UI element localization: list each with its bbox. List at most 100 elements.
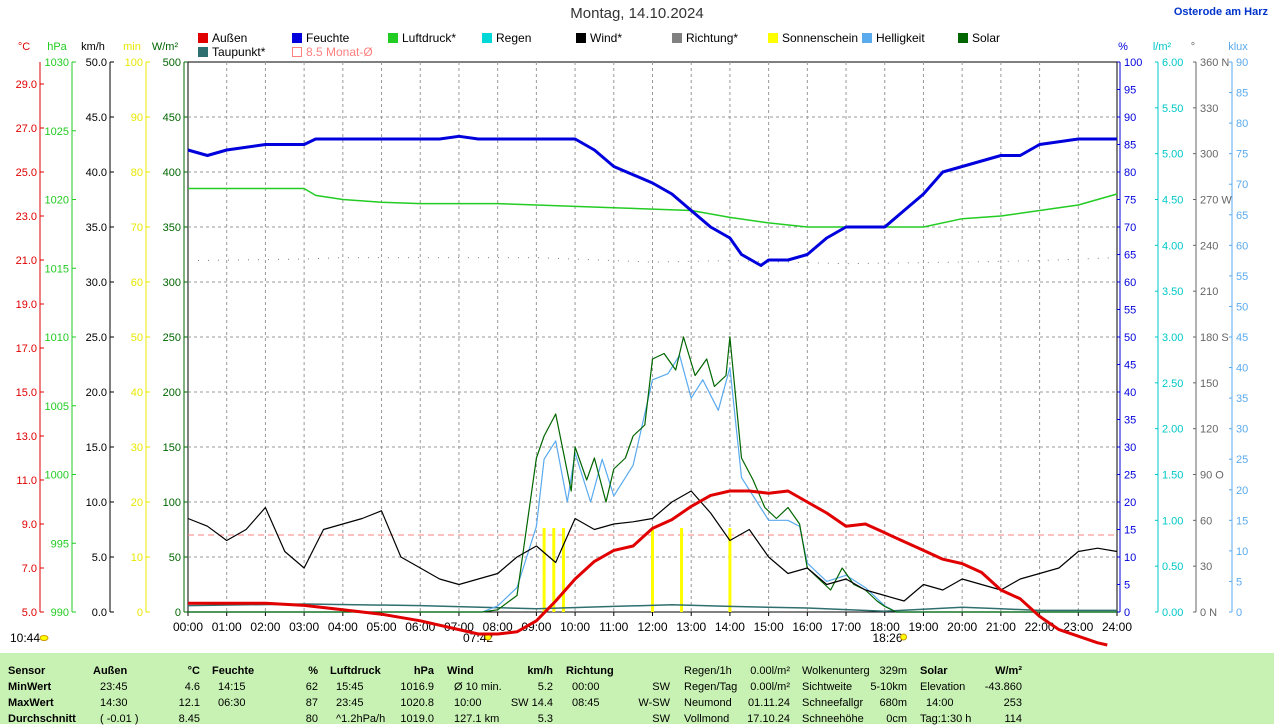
stats-cell: 8.45 — [178, 713, 200, 725]
x-tick-label: 15:00 — [754, 620, 784, 634]
legend-swatch — [198, 33, 208, 43]
legend-swatch — [576, 33, 586, 43]
legend-item[interactable]: 8.5 Monat-Ø — [292, 45, 373, 59]
x-tick-label: 23:00 — [1063, 620, 1093, 634]
axis-tick-label: 50 — [1124, 332, 1136, 344]
stats-extra-label: Regen/Tag — [684, 681, 738, 693]
legend-item[interactable]: Wind* — [576, 31, 622, 45]
x-tick-label: 17:00 — [831, 620, 861, 634]
axis-unit-label: km/h — [81, 41, 105, 53]
axis-tick-label: 500 — [163, 57, 181, 69]
legend-item[interactable]: Taupunkt* — [198, 45, 265, 59]
axis-tick-label: 10.0 — [86, 497, 107, 509]
axis-tick-label: 80 — [131, 167, 143, 179]
axis-tick-label: 1005 — [45, 401, 69, 413]
axis-tick-label: 85 — [1124, 140, 1136, 152]
axis-tick-label: 40 — [1124, 387, 1136, 399]
axis-tick-label: 35.0 — [86, 222, 107, 234]
x-tick-label: 05:00 — [367, 620, 397, 634]
stats-cell: 5.3 — [537, 713, 553, 725]
axis-tick-label: 1.00 — [1162, 515, 1183, 527]
stats-cell: 15:45 — [336, 681, 364, 693]
axis-tick-label: 1015 — [45, 263, 69, 275]
x-tick-label: 21:00 — [986, 620, 1016, 634]
axis-tick-label: 0 — [1124, 607, 1130, 619]
axis-tick-label: 400 — [163, 167, 181, 179]
legend-item[interactable]: Feuchte — [292, 31, 349, 45]
stats-extra-label: Sichtweite — [802, 681, 853, 693]
sunshine-bar — [651, 528, 654, 612]
x-tick-label: 19:00 — [908, 620, 938, 634]
stats-cell: W-SW — [638, 697, 670, 709]
stats-cell: 14:30 — [100, 697, 128, 709]
legend-item[interactable]: Luftdruck* — [388, 31, 456, 45]
stats-cell: 1019.0 — [400, 713, 434, 725]
sunshine-bar — [542, 528, 546, 612]
stats-extra-label: Neumond — [684, 697, 732, 709]
axis-tick-label: 15 — [1236, 515, 1248, 527]
axis-tick-label: 55 — [1124, 305, 1136, 317]
chart-title: Montag, 14.10.2024 — [570, 5, 704, 22]
stats-header-unit: °C — [187, 665, 200, 677]
axis-tick-label: 9.0 — [22, 519, 37, 531]
axis-tick-label: 35 — [1236, 393, 1248, 405]
axis-tick-label: 100 — [1124, 57, 1142, 69]
stats-header: Feuchte — [212, 665, 255, 677]
axis-tick-label: 5.00 — [1162, 149, 1183, 161]
axis-tick-label: 70 — [1236, 179, 1248, 191]
legend-swatch — [388, 33, 398, 43]
axis-tick-label: 90 — [1236, 57, 1248, 69]
legend-item[interactable]: Richtung* — [672, 31, 738, 45]
series-line-feuchte — [187, 134, 1117, 267]
stats-extra-value: 0.00l/m² — [750, 665, 790, 677]
stats-header: Sensor — [8, 665, 46, 677]
axis-tick-label: 30 — [131, 442, 143, 454]
cloud-sun-icon — [39, 635, 49, 641]
axis-tick-label: 40 — [131, 387, 143, 399]
stats-header-unit: W/m² — [995, 665, 1022, 677]
legend-item[interactable]: Regen — [482, 31, 531, 45]
axis-tick-label: 35 — [1124, 415, 1136, 427]
x-tick-label: 14:00 — [715, 620, 745, 634]
stats-cell: SW — [652, 681, 670, 693]
legend-item[interactable]: Solar — [958, 31, 1000, 45]
axis-tick-label: 45 — [1236, 332, 1248, 344]
axis-tick-label: 75 — [1236, 149, 1248, 161]
axis-tick-label: 25 — [1124, 470, 1136, 482]
stats-cell: 80 — [305, 713, 318, 725]
legend-label: Regen — [496, 31, 532, 45]
stats-header: Richtung — [566, 665, 614, 677]
legend-swatch — [862, 33, 872, 43]
axis-unit-label: l/m² — [1153, 41, 1172, 53]
axis-tick-label: 5 — [1236, 576, 1242, 588]
stats-cell: SW — [652, 713, 670, 725]
station-name[interactable]: Osterode am Harz — [1173, 6, 1268, 18]
axis-unit-label: °C — [18, 41, 30, 53]
axis-tick-label: 7.0 — [22, 563, 37, 575]
stats-extra-value: 5-10km — [870, 681, 907, 693]
stats-cell: 14:15 — [218, 681, 246, 693]
axis-tick-label: 5.50 — [1162, 103, 1183, 115]
legend-item[interactable]: Außen — [198, 31, 247, 45]
legend-label: Sonnenschein — [782, 31, 859, 45]
x-tick-label: 02:00 — [250, 620, 280, 634]
axis-tick-label: 30 — [1200, 561, 1212, 573]
axis-tick-label: 20.0 — [86, 387, 107, 399]
axis-tick-label: 2.50 — [1162, 378, 1183, 390]
axis-tick-label: 1025 — [45, 126, 69, 138]
legend-label: Außen — [212, 31, 248, 45]
stats-cell: 5.2 — [537, 681, 553, 693]
legend-item[interactable]: Sonnenschein — [768, 31, 858, 45]
legend-swatch — [958, 33, 968, 43]
axis-tick-label: 4.00 — [1162, 240, 1183, 252]
x-tick-label: 00:00 — [173, 620, 203, 634]
axis-tick-label: 10 — [1124, 552, 1136, 564]
axis-tick-label: 4.50 — [1162, 195, 1183, 207]
stats-cell: 00:00 — [572, 681, 600, 693]
legend-item[interactable]: Helligkeit — [862, 31, 925, 45]
stats-panel: Sensor Außen °C Feuchte% Luftdruck hPa Wind km/… — [0, 653, 1274, 725]
current-time-label: 10:44 — [10, 631, 40, 645]
axis-tick-label: 25 — [1236, 454, 1248, 466]
stats-header: Wind — [447, 665, 474, 677]
x-tick-label: 10:00 — [560, 620, 590, 634]
